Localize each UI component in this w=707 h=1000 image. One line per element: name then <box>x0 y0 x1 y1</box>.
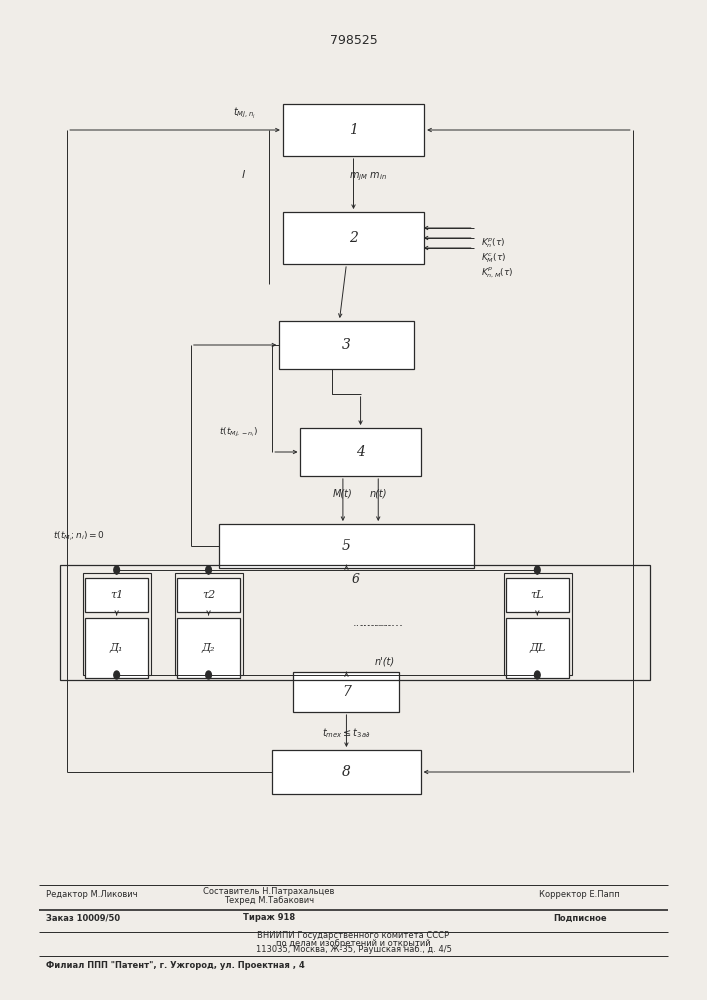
Bar <box>504 573 572 675</box>
Text: 798525: 798525 <box>329 33 378 46</box>
Text: ...........: ........... <box>353 617 393 628</box>
Text: $l$: $l$ <box>241 168 247 180</box>
Text: Тираж 918: Тираж 918 <box>243 914 295 922</box>
Text: Редактор М.Ликович: Редактор М.Ликович <box>46 890 138 899</box>
Text: ДL: ДL <box>529 643 546 653</box>
Text: $K_{n,M}^p(\tau)$: $K_{n,M}^p(\tau)$ <box>481 266 513 280</box>
Circle shape <box>114 566 119 574</box>
Text: 1: 1 <box>349 123 358 137</box>
Bar <box>85 578 148 612</box>
Circle shape <box>206 566 211 574</box>
Text: $K_M^c(\tau)$: $K_M^c(\tau)$ <box>481 251 506 265</box>
Bar <box>83 573 151 675</box>
Bar <box>300 428 421 476</box>
Bar <box>175 573 243 675</box>
Bar <box>506 618 569 678</box>
Bar <box>85 618 148 678</box>
Circle shape <box>206 671 211 679</box>
Text: Д₁: Д₁ <box>110 643 124 653</box>
Bar <box>283 212 424 264</box>
Text: Д₂: Д₂ <box>201 643 216 653</box>
Text: 4: 4 <box>356 445 365 459</box>
Text: 8: 8 <box>342 765 351 779</box>
Bar <box>272 750 421 794</box>
Text: $t_{mex} \leq t_{3a\partial}$: $t_{mex} \leq t_{3a\partial}$ <box>322 726 370 740</box>
Text: Корректор Е.Папп: Корректор Е.Папп <box>539 890 620 899</box>
Bar <box>177 618 240 678</box>
Circle shape <box>534 566 540 574</box>
Bar <box>177 578 240 612</box>
Text: 3: 3 <box>342 338 351 352</box>
Text: 7: 7 <box>342 685 351 699</box>
Text: по делам изобретений и открытий: по делам изобретений и открытий <box>276 938 431 948</box>
Text: ВНИИПИ Государственного комитета СССР: ВНИИПИ Государственного комитета СССР <box>257 932 450 940</box>
Bar <box>283 104 424 156</box>
Text: Заказ 10009/50: Заказ 10009/50 <box>46 914 120 922</box>
Bar <box>506 578 569 612</box>
Circle shape <box>534 671 540 679</box>
Text: $t(t_{Mj,-n_i})$: $t(t_{Mj,-n_i})$ <box>219 425 258 439</box>
Text: Подписное: Подписное <box>553 914 607 922</box>
Text: M(t): M(t) <box>333 488 353 498</box>
Text: $t(t_{M_i}; n_i)=0$: $t(t_{M_i}; n_i)=0$ <box>53 529 105 543</box>
Text: τL: τL <box>530 590 544 600</box>
Text: n(t): n(t) <box>370 488 387 498</box>
Text: 2: 2 <box>349 231 358 245</box>
Bar <box>60 565 650 680</box>
Bar <box>293 672 399 712</box>
Bar <box>279 321 414 369</box>
Text: Филиал ППП "Патент", г. Ужгород, ул. Проектная , 4: Филиал ППП "Патент", г. Ужгород, ул. Про… <box>46 962 305 970</box>
Text: 5: 5 <box>342 539 351 553</box>
Bar <box>219 524 474 568</box>
Text: 113035, Москва, Ж-35, Раушская наб., д. 4/5: 113035, Москва, Ж-35, Раушская наб., д. … <box>255 946 452 954</box>
Text: ...........: ........... <box>360 616 404 629</box>
Text: τ2: τ2 <box>202 590 215 600</box>
Text: 6: 6 <box>351 573 359 586</box>
Text: $t_{Mj,n_i}$: $t_{Mj,n_i}$ <box>233 105 255 120</box>
Text: Составитель Н.Патрахальцев: Составитель Н.Патрахальцев <box>203 887 334 896</box>
Text: n'(t): n'(t) <box>375 657 395 667</box>
Text: τ1: τ1 <box>110 590 123 600</box>
Text: $m_{jM}$ $m_{in}$: $m_{jM}$ $m_{in}$ <box>349 171 387 183</box>
Text: Техред М.Табакович: Техред М.Табакович <box>223 896 314 905</box>
Text: $K_n^p(\tau)$: $K_n^p(\tau)$ <box>481 236 506 250</box>
Circle shape <box>114 671 119 679</box>
